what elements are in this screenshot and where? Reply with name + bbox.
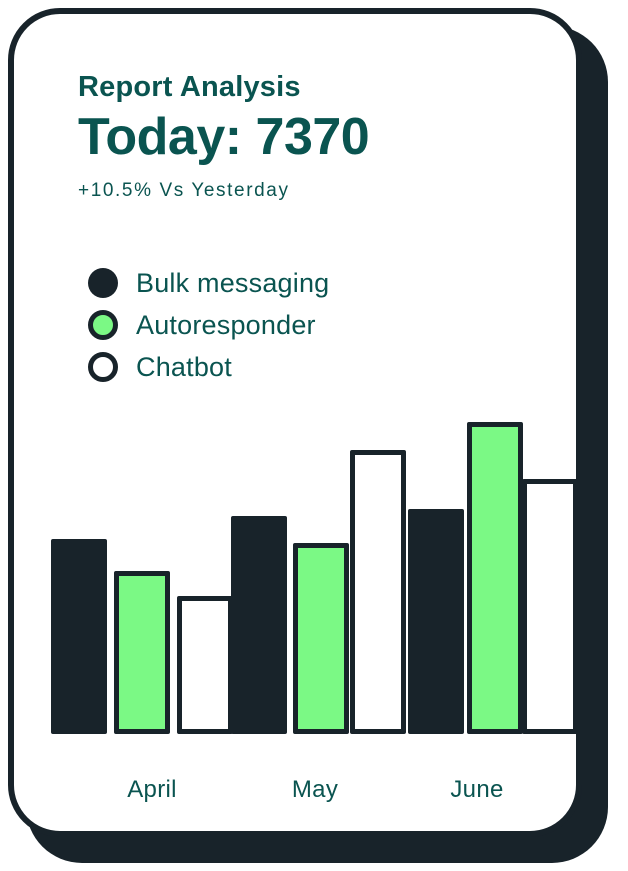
bar-june-chatbot[interactable] — [522, 479, 576, 734]
axis-tick-april: April — [127, 776, 177, 803]
hollow-ring-circle-icon — [88, 352, 118, 382]
comparison-subtitle: +10.5% Vs Yesterday — [78, 180, 290, 202]
legend-item-autoresponder[interactable]: Autoresponder — [88, 306, 329, 344]
bar-june-autoresponder[interactable] — [467, 422, 523, 734]
green-ring-circle-icon — [88, 310, 118, 340]
today-total-value: Today: 7370 — [78, 107, 370, 166]
chart-legend: Bulk messaging Autoresponder Chatbot — [88, 264, 329, 386]
bar-may-autoresponder[interactable] — [293, 543, 349, 734]
bar-may-bulk-messaging[interactable] — [231, 516, 287, 734]
legend-item-bulk-messaging[interactable]: Bulk messaging — [88, 264, 329, 302]
card-header: Report Analysis Today: 7370 +10.5% Vs Ye… — [78, 71, 528, 202]
axis-tick-june: June — [450, 776, 504, 803]
axis-tick-may: May — [291, 776, 339, 803]
legend-label-autoresponder: Autoresponder — [136, 309, 316, 340]
legend-label-bulk-messaging: Bulk messaging — [136, 267, 330, 298]
report-analysis-card: Report Analysis Today: 7370 +10.5% Vs Ye… — [8, 8, 582, 837]
page-title: Report Analysis — [78, 71, 301, 103]
solid-dark-circle-icon — [88, 268, 118, 298]
grouped-bar-chart: April May June — [14, 14, 576, 831]
bar-june-bulk-messaging[interactable] — [408, 509, 464, 734]
bar-may-chatbot[interactable] — [350, 450, 406, 734]
bar-april-chatbot[interactable] — [177, 596, 233, 734]
legend-item-chatbot[interactable]: Chatbot — [88, 348, 329, 386]
legend-label-chatbot: Chatbot — [136, 351, 232, 382]
bar-april-bulk-messaging[interactable] — [51, 539, 107, 734]
bar-april-autoresponder[interactable] — [114, 571, 170, 734]
